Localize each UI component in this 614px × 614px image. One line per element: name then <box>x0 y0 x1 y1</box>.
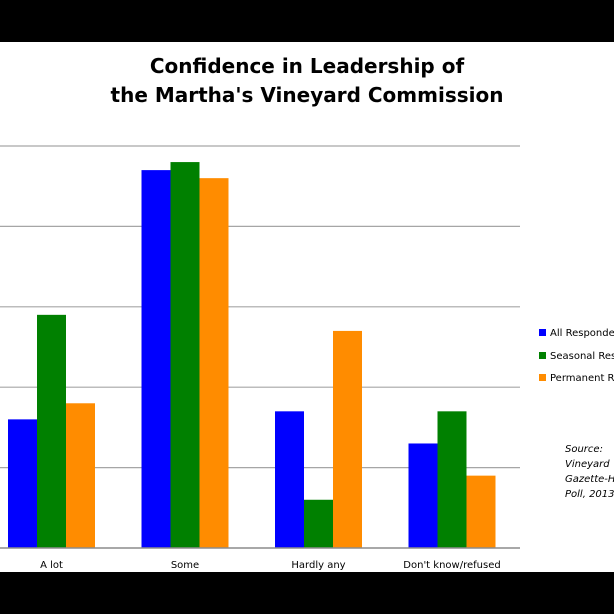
x-tick-label-don-t-know-refused: Don't know/refused <box>403 560 500 571</box>
bar-hardly-any-seasonal-residents <box>304 499 333 548</box>
legend-swatch-permanent-residents <box>539 374 546 381</box>
legend-item-seasonal-residents: Seasonal Resi <box>539 350 614 364</box>
plot-area: A lot Some Hardly any Don't know/refused <box>0 145 520 571</box>
bar-a-lot-permanent-residents <box>66 403 95 548</box>
chart-title-line-1: Confidence in Leadership of <box>149 54 465 78</box>
legend-label-permanent-residents: Permanent Re <box>550 373 614 384</box>
legend-label-all-respondents: All Respondents <box>550 328 614 339</box>
legend-label-seasonal-residents: Seasonal Resi <box>550 351 614 362</box>
bar-a-lot-all-respondents <box>8 419 37 548</box>
bar-hardly-any-all-respondents <box>275 411 304 548</box>
bar-don-t-know-refused-permanent-residents <box>466 475 496 548</box>
bar-hardly-any-permanent-residents <box>333 330 362 548</box>
legend-item-permanent-residents: Permanent Re <box>539 372 614 386</box>
x-tick-label-some: Some <box>171 560 199 571</box>
x-tick-label-a-lot: A lot <box>40 560 63 571</box>
chart-title: Confidence in Leadership of the Martha's… <box>0 52 614 110</box>
source-note: Source: Vineyard Gazette-H Poll, 2013 <box>565 444 614 500</box>
bar-don-t-know-refused-all-respondents <box>408 443 438 548</box>
legend-swatch-seasonal-residents <box>539 352 546 359</box>
x-tick-label-hardly-any: Hardly any <box>291 560 345 571</box>
chart-title-line-2: the Martha's Vineyard Commission <box>110 83 504 107</box>
legend-item-all-respondents: All Respondents <box>539 327 614 341</box>
chart-panel: Confidence in Leadership of the Martha's… <box>0 42 614 572</box>
bar-don-t-know-refused-seasonal-residents <box>437 411 467 548</box>
legend-swatch-all-respondents <box>539 329 546 336</box>
bar-some-seasonal-residents <box>170 162 200 548</box>
bar-a-lot-seasonal-residents <box>37 314 66 548</box>
bar-some-all-respondents <box>141 170 171 548</box>
bar-some-permanent-residents <box>199 178 229 548</box>
